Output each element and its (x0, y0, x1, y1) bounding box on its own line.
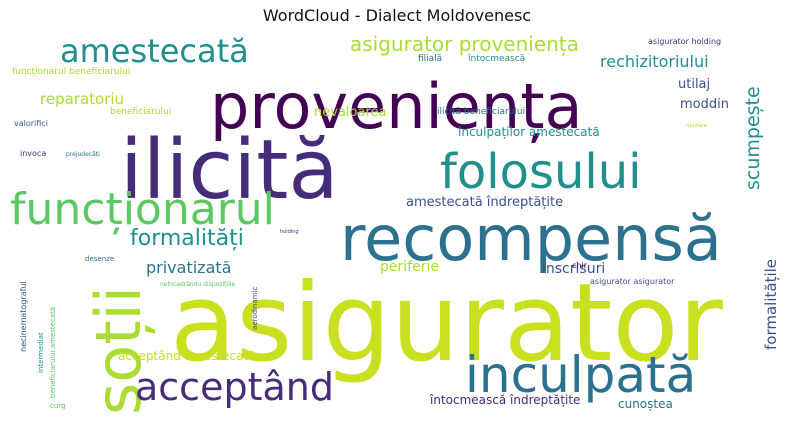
cloud-word: chir (572, 261, 587, 270)
cloud-word: periferie (380, 259, 439, 275)
cloud-word: moddin (680, 97, 729, 112)
cloud-word: inculpată (465, 346, 697, 404)
cloud-word: nevaloarea (314, 105, 387, 120)
cloud-word: acceptând (135, 365, 334, 409)
cloud-word: formalități (130, 226, 244, 251)
word-cloud: asigurator proveniența ilicită recompensă fo… (10, 30, 784, 425)
cloud-word: funcționarul (10, 184, 275, 235)
cloud-word: funcționarul beneficiarului (12, 67, 131, 77)
cloud-word: întocmească (468, 54, 526, 64)
cloud-word: intermediat (37, 332, 45, 373)
cloud-word: utilaj (678, 77, 711, 92)
cloud-word: inculpaților amestecată (458, 125, 600, 139)
cloud-word: inscrisuri (542, 261, 606, 277)
cloud-word: recompensă (340, 202, 722, 275)
cloud-word: asigurator proveniența (350, 32, 579, 56)
cloud-word: aerodinamic (251, 286, 259, 330)
cloud-word: desenze (85, 255, 115, 263)
cloud-word: acceptând amestecată (118, 349, 256, 363)
cloud-word: asigurator holding (648, 37, 722, 46)
cloud-word: beneficiarului amestecată (49, 306, 57, 398)
cloud-word: prejudecăți (66, 151, 100, 158)
chart-title: WordCloud - Dialect Moldovenesc (262, 6, 532, 25)
cloud-word: proveniența (210, 70, 583, 143)
cloud-word: scumpește (742, 86, 764, 190)
cloud-word: invoca (20, 149, 47, 158)
cloud-word: ilicită beneficiarului (437, 107, 526, 117)
cloud-word: necinematograful (19, 281, 28, 352)
cloud-word: nelncadrându dispozițiile (160, 281, 236, 288)
cloud-word: cunoștea (618, 397, 673, 411)
cloud-word: filială (418, 54, 443, 64)
cloud-word: asigurator (170, 261, 723, 386)
cloud-word: reparatoriu (40, 90, 125, 108)
cloud-word: holding (280, 229, 299, 235)
cloud-word: amestecată (60, 32, 249, 70)
cloud-word: amestecată îndreptățite (406, 195, 564, 210)
cloud-word: ripufiare (686, 123, 708, 129)
cloud-word: beneficiarului (110, 107, 172, 117)
cloud-word: formalitățile (762, 258, 780, 350)
cloud-word: privatizată (146, 258, 232, 277)
cloud-word: curg (50, 402, 66, 410)
cloud-word: ilicită (120, 123, 339, 218)
cloud-word: asigurator asigurator (590, 277, 675, 286)
cloud-word: rechizitoriului (600, 52, 709, 71)
cloud-word: valorifici (14, 119, 48, 128)
cloud-word: întocmească îndreptățite (430, 393, 581, 407)
cloud-word: folosului (440, 144, 642, 200)
